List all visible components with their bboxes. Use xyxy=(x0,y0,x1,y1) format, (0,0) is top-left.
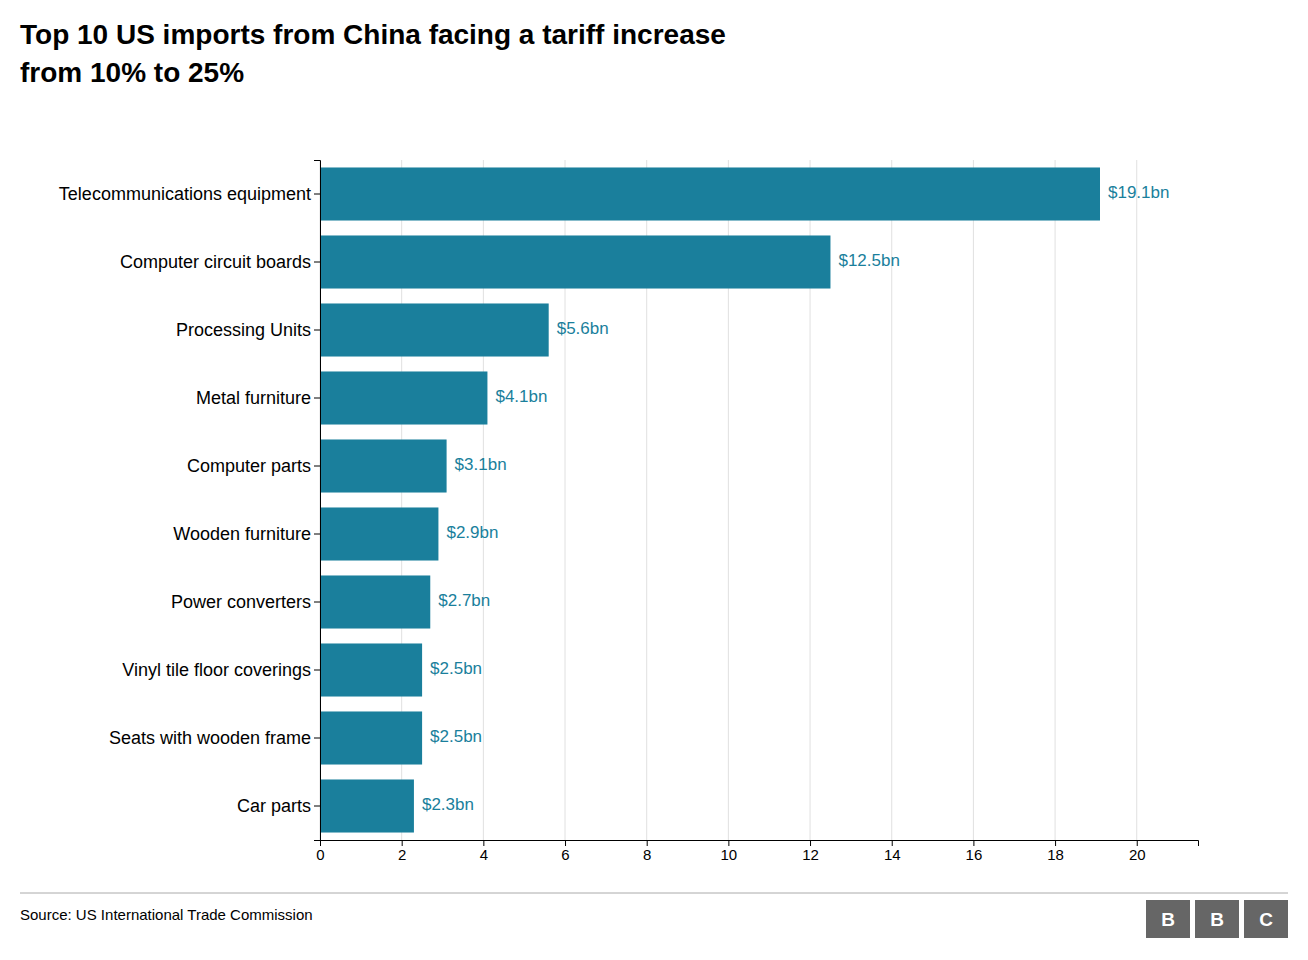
data-label: $2.5bn xyxy=(430,659,482,678)
y-tick-label: Power converters xyxy=(171,592,311,612)
grid-line xyxy=(1055,160,1056,840)
logo-box xyxy=(1244,900,1288,938)
y-tick-mark xyxy=(314,534,320,535)
y-tick-label: Computer parts xyxy=(187,456,311,476)
x-tick-label: 6 xyxy=(561,846,569,863)
x-tick-label: 18 xyxy=(1047,846,1064,863)
x-tick: 0 xyxy=(316,840,324,863)
x-axis-line xyxy=(321,841,1199,847)
y-axis-line xyxy=(314,161,321,841)
y-tick-mark xyxy=(314,398,320,399)
chart: Top 10 US imports from China facing a ta… xyxy=(0,0,1308,960)
y-tick-label: Seats with wooden frame xyxy=(109,728,311,748)
y-tick-mark xyxy=(314,194,320,195)
x-axis: 0 2 4 6 8 10 12 14 16 18 20 xyxy=(316,840,1198,863)
bars xyxy=(320,167,1100,832)
data-label: $5.6bn xyxy=(557,319,609,338)
bar xyxy=(320,371,487,424)
logo-letter: C xyxy=(1259,909,1273,930)
y-tick-mark xyxy=(314,670,320,671)
data-label: $2.9bn xyxy=(446,523,498,542)
data-label: $2.7bn xyxy=(438,591,490,610)
bar xyxy=(320,303,549,356)
data-labels: $19.1bn $12.5bn $5.6bn $4.1bn $3.1bn $2.9bn $2… xyxy=(422,183,1170,814)
bar xyxy=(320,439,447,492)
y-tick-mark xyxy=(314,466,320,467)
data-label: $19.1bn xyxy=(1108,183,1169,202)
grid-line xyxy=(1136,160,1137,840)
x-tick: 10 xyxy=(721,840,738,863)
y-tick-label: Wooden furniture xyxy=(173,524,311,544)
y-tick: Power converters xyxy=(171,592,320,612)
plot: $19.1bn $12.5bn $5.6bn $4.1bn $3.1bn $2.9bn $2… xyxy=(59,160,1199,863)
y-tick-label: Car parts xyxy=(237,796,311,816)
logo-box xyxy=(1195,900,1239,938)
x-tick-label: 8 xyxy=(643,846,651,863)
grid-line xyxy=(973,160,974,840)
bar xyxy=(320,643,422,696)
y-tick-mark xyxy=(314,602,320,603)
y-tick-label: Telecommunications equipment xyxy=(59,184,311,204)
x-tick: 12 xyxy=(802,840,819,863)
x-tick-label: 14 xyxy=(884,846,901,863)
x-tick: 8 xyxy=(643,840,651,863)
data-label: $12.5bn xyxy=(838,251,899,270)
data-label: $2.5bn xyxy=(430,727,482,746)
x-tick-label: 2 xyxy=(398,846,406,863)
x-tick: 14 xyxy=(884,840,901,863)
footer-rule xyxy=(20,893,1288,894)
data-label: $3.1bn xyxy=(455,455,507,474)
bar xyxy=(320,235,830,288)
y-axis: Telecommunications equipment Computer cir… xyxy=(59,161,321,841)
logo-box xyxy=(1146,900,1190,938)
y-tick: Seats with wooden frame xyxy=(109,728,320,748)
bar xyxy=(320,507,438,560)
y-tick-label: Computer circuit boards xyxy=(120,252,311,272)
y-tick-mark xyxy=(314,806,320,807)
x-tick-label: 16 xyxy=(966,846,983,863)
y-tick-label: Vinyl tile floor coverings xyxy=(122,660,311,680)
logo: BBC xyxy=(1146,900,1288,938)
background xyxy=(0,0,1308,960)
subtitle: from 10% to 25% xyxy=(20,57,244,88)
x-tick: 18 xyxy=(1047,840,1064,863)
y-tick-mark xyxy=(314,262,320,263)
data-label: $2.3bn xyxy=(422,795,474,814)
title: Top 10 US imports from China facing a ta… xyxy=(20,19,726,50)
bar xyxy=(320,575,430,628)
x-tick-label: 12 xyxy=(802,846,819,863)
y-tick: Computer parts xyxy=(187,456,320,476)
y-tick-label: Metal furniture xyxy=(196,388,311,408)
x-tick-label: 0 xyxy=(316,846,324,863)
x-tick-label: 20 xyxy=(1129,846,1146,863)
y-tick: Metal furniture xyxy=(196,388,320,408)
y-tick: Vinyl tile floor coverings xyxy=(122,660,320,680)
x-tick: 2 xyxy=(398,840,406,863)
bar xyxy=(320,167,1100,220)
x-tick: 4 xyxy=(480,840,488,863)
bar xyxy=(320,779,414,832)
grid xyxy=(320,160,1137,840)
y-tick: Computer circuit boards xyxy=(120,252,320,272)
y-tick: Car parts xyxy=(237,796,320,816)
logo-letter: B xyxy=(1210,909,1224,930)
y-tick: Processing Units xyxy=(176,320,320,340)
y-tick-label: Processing Units xyxy=(176,320,311,340)
source: Source: US International Trade Commissio… xyxy=(20,906,313,923)
y-tick-mark xyxy=(314,738,320,739)
x-tick: 20 xyxy=(1129,840,1146,863)
bar xyxy=(320,711,422,764)
x-tick-label: 4 xyxy=(480,846,488,863)
logo-letter: B xyxy=(1161,909,1175,930)
y-tick-mark xyxy=(314,330,320,331)
x-tick: 6 xyxy=(561,840,569,863)
data-label: $4.1bn xyxy=(495,387,547,406)
x-tick-label: 10 xyxy=(721,846,738,863)
y-tick: Wooden furniture xyxy=(173,524,320,544)
y-tick: Telecommunications equipment xyxy=(59,184,320,204)
x-tick: 16 xyxy=(966,840,983,863)
